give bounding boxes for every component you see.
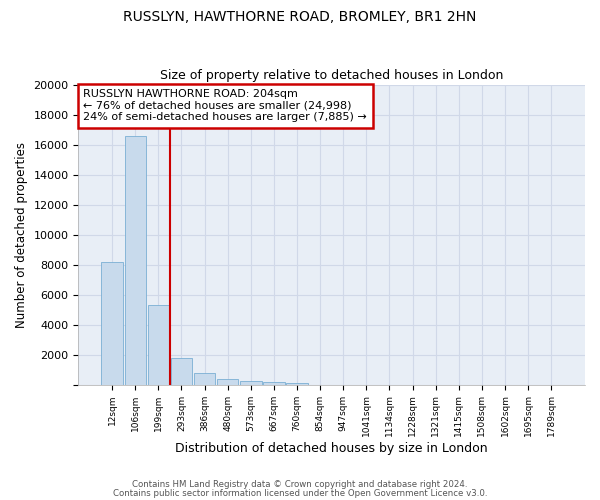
Bar [125, 136, 146, 384]
Bar [101, 262, 123, 384]
Bar [217, 380, 238, 384]
Text: Contains HM Land Registry data © Crown copyright and database right 2024.: Contains HM Land Registry data © Crown c… [132, 480, 468, 489]
Text: Contains public sector information licensed under the Open Government Licence v3: Contains public sector information licen… [113, 489, 487, 498]
Bar [194, 372, 215, 384]
Text: RUSSLYN, HAWTHORNE ROAD, BROMLEY, BR1 2HN: RUSSLYN, HAWTHORNE ROAD, BROMLEY, BR1 2H… [124, 10, 476, 24]
Title: Size of property relative to detached houses in London: Size of property relative to detached ho… [160, 69, 503, 82]
Text: RUSSLYN HAWTHORNE ROAD: 204sqm
← 76% of detached houses are smaller (24,998)
24%: RUSSLYN HAWTHORNE ROAD: 204sqm ← 76% of … [83, 89, 367, 122]
Bar [240, 381, 262, 384]
Bar [286, 383, 308, 384]
Bar [171, 358, 192, 384]
Y-axis label: Number of detached properties: Number of detached properties [15, 142, 28, 328]
Bar [263, 382, 284, 384]
X-axis label: Distribution of detached houses by size in London: Distribution of detached houses by size … [175, 442, 488, 455]
Bar [148, 305, 169, 384]
